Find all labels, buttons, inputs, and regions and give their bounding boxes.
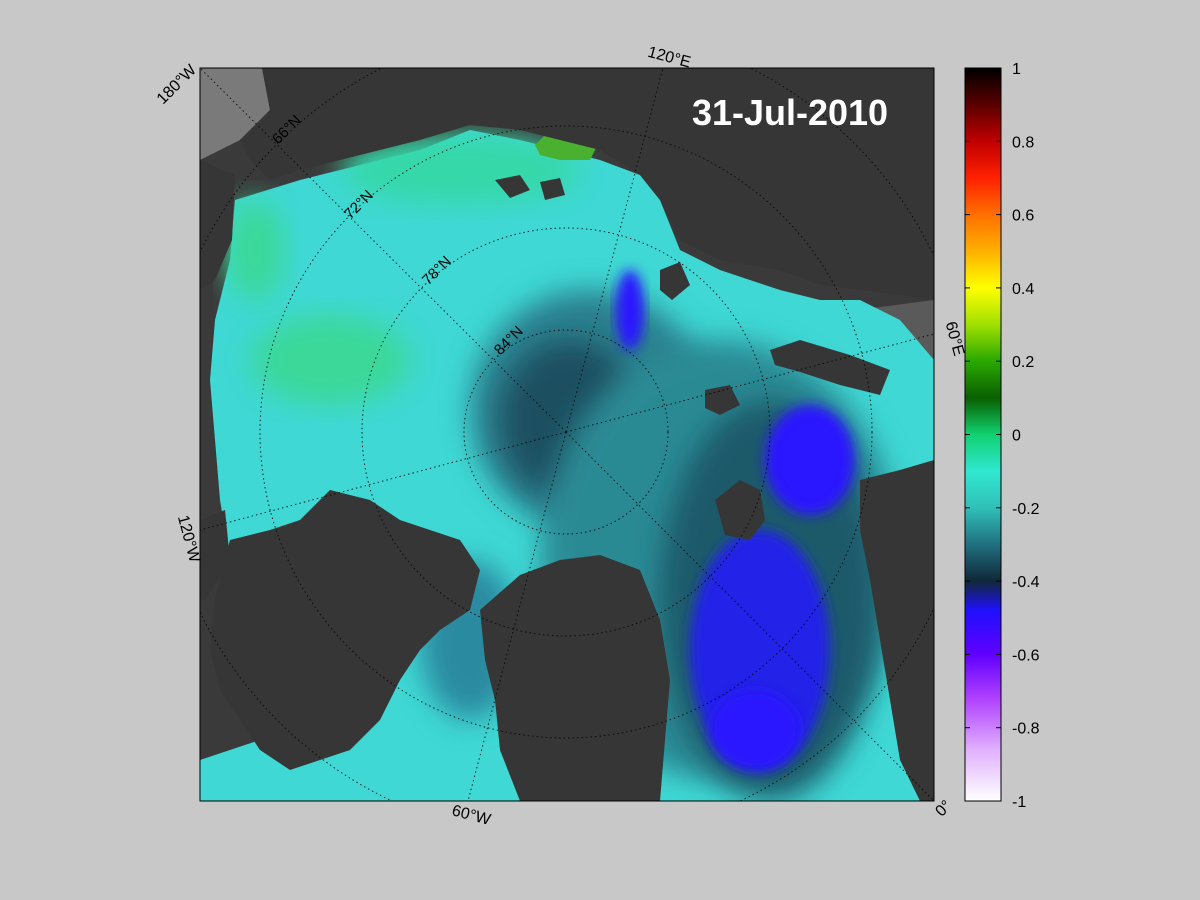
colorbar-tick-label: 0.2: [1012, 354, 1034, 371]
colorbar-tick-label: 1: [1012, 61, 1021, 78]
lon-label-0: 0°: [932, 797, 955, 820]
colorbar-tick-label: 0.6: [1012, 208, 1034, 225]
meridian-60w: [467, 431, 567, 801]
colorbar-tick-label: -0.2: [1012, 501, 1040, 518]
franz-josef-land: [705, 385, 740, 415]
canada-west: [200, 510, 230, 600]
colorbar-tick-label: -0.8: [1012, 721, 1040, 738]
island-ns2: [540, 178, 565, 200]
lat-circle-78: [361, 227, 771, 637]
colorbar-tick-label: -1: [1012, 794, 1026, 811]
land-masses: [200, 68, 934, 801]
lon-label-60w: 60°W: [450, 802, 493, 829]
scandinavia: [860, 460, 934, 801]
lon-label-180w: 180°W: [154, 61, 201, 108]
alaska: [200, 160, 235, 290]
lat-circle-84: [463, 329, 669, 535]
novaya-zemlya: [770, 340, 890, 395]
ocean-field: [200, 108, 934, 801]
canadian-archipelago: [210, 490, 480, 770]
colorbar-tick-label: 0.8: [1012, 134, 1034, 151]
lon-label-120e: 120°E: [646, 44, 693, 72]
graticule: [200, 68, 934, 801]
colorbar-tick-label: -0.4: [1012, 574, 1040, 591]
colorbar-tick-label: -0.6: [1012, 647, 1040, 664]
colorbar: 1 0.8 0.6 0.4 0.2 0 -0.2 -0.4 -0.6 -0.8 -1: [964, 61, 1040, 811]
land-grey-nw: [200, 68, 270, 160]
colorbar-ticks: 1 0.8 0.6 0.4 0.2 0 -0.2 -0.4 -0.6 -0.8 -1: [965, 61, 1040, 811]
map-frame: [199, 67, 935, 802]
siberia: [240, 68, 934, 300]
meridian-120w: [200, 431, 567, 531]
meridian-60e: [565, 333, 934, 433]
island-ns1: [495, 175, 530, 198]
svalbard: [715, 480, 765, 540]
lon-label-120w: 120°W: [174, 513, 203, 565]
colorbar-tick-label: 0.4: [1012, 281, 1034, 298]
meridian-180w: [200, 68, 567, 433]
lon-label-60e: 60°E: [942, 320, 967, 358]
colorbar-tick-label: 0: [1012, 428, 1021, 445]
meridian-0: [565, 431, 934, 801]
date-label: 31-Jul-2010: [692, 92, 888, 133]
map-panel: [200, 68, 934, 801]
colorbar-gradient: [964, 67, 1002, 802]
severnaya-zemlya: [660, 262, 690, 300]
lat-circle-72: [259, 125, 873, 739]
greenland: [480, 555, 670, 801]
